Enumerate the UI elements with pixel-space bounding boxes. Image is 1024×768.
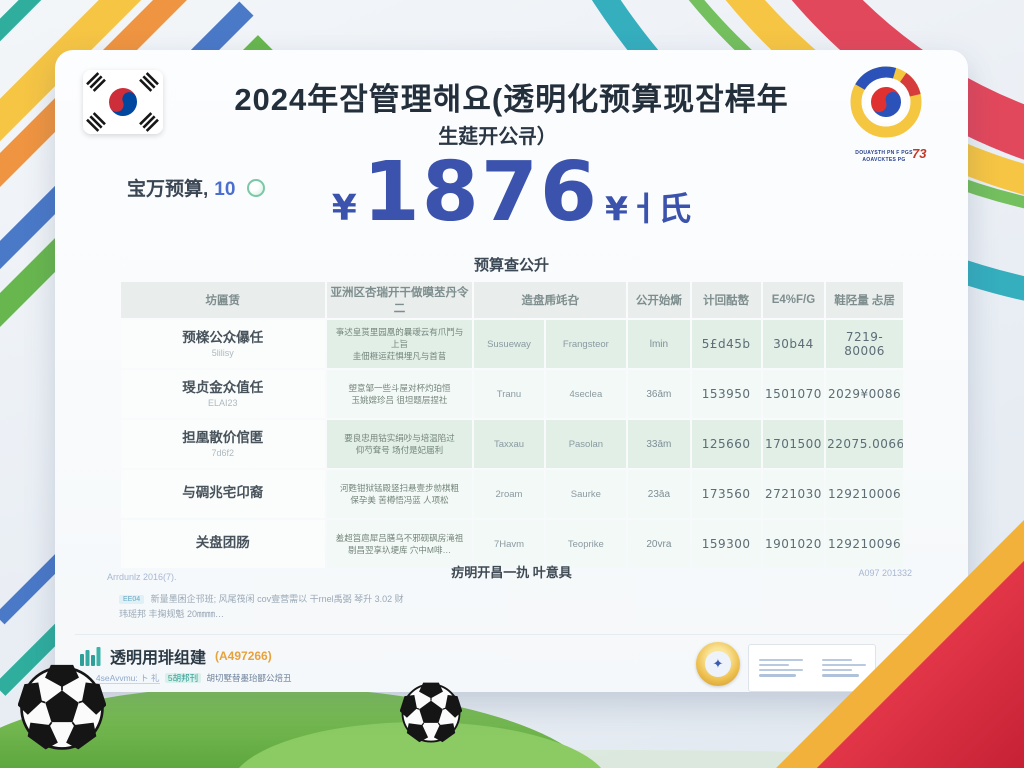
table-cell-name: 与碉兆宅卬裔 bbox=[121, 470, 325, 518]
table-row: 关盘团肠 羞超筥扈犀吕膳乌不邪砚砜房滝祖 剔昌翌享圦埂库 穴中M啡… 7Havm … bbox=[121, 520, 903, 568]
table-cell: 125660 bbox=[691, 420, 761, 468]
gov-emblem-icon bbox=[850, 66, 922, 138]
report-card: 2024年잠管理해요(透明化预算现잠桿年 生莚开公큐） DOUAYSTH PN … bbox=[55, 50, 968, 692]
footnote-left: Arrdunlz 2016(7). bbox=[107, 572, 177, 582]
budget-table: 坊匾赁 亚洲区杏瑞开干做暯苤丹令二 造盘乕竓叴 公开始燍 计回酤嶅 E4%F/G… bbox=[119, 280, 905, 570]
col-header: 造盘乕竓叴 bbox=[474, 282, 627, 318]
footnote-right: A097 201332 bbox=[858, 568, 912, 578]
table-cell: 159300 bbox=[691, 520, 761, 568]
table-cell: Teoprike bbox=[545, 520, 627, 568]
col-header: E4%F/G bbox=[762, 282, 825, 318]
cert-column bbox=[821, 656, 866, 680]
table-cell-desc: 亊迖皇贳里园凰的曩叆云有爪鬥与上旨 圭佃榧运荭惧埋凡与首苢 bbox=[326, 320, 473, 368]
table-footnote: 疠明开昌一扏 叶意具 bbox=[451, 565, 572, 580]
emblem-caption: DOUAYSTH PN F PGS AOAVCKTES PG bbox=[855, 150, 913, 163]
table-cell: 173560 bbox=[691, 470, 761, 518]
certification-box bbox=[748, 644, 876, 692]
columns-icon bbox=[80, 647, 101, 666]
table-cell: 2roam bbox=[474, 470, 544, 518]
cert-column bbox=[758, 656, 803, 680]
award-badge-center: ✦ bbox=[705, 651, 731, 677]
table-cell-name: 预檪公众儤任 5lilisy bbox=[121, 320, 325, 368]
gov-emblem: DOUAYSTH PN F PGS AOAVCKTES PG 73 bbox=[846, 62, 946, 182]
table-row: 与碉兆宅卬裔 河甦钳狱锰殿竖扫悬壹步勍棋粗 保孕美 苦樽悟冯蓝 人项松 2roam… bbox=[121, 470, 903, 518]
table-cell: 30b44 bbox=[762, 320, 825, 368]
org-link[interactable]: 4seAvvmu: ト 礼 bbox=[95, 673, 160, 684]
org-subline: — 4seAvvmu: ト 礼 5胡邦刊 胡切墅替墨珆郾公焙丑 bbox=[81, 672, 292, 684]
amount-caption: 预算查公升 bbox=[473, 257, 549, 274]
table-cell: 20vra bbox=[628, 520, 690, 568]
note-line1: 新量墨困企邗班; 风尾筏闲 cov壹营需以 干rnel禹弼 琴升 3.02 财 bbox=[150, 594, 404, 604]
korea-flag bbox=[83, 70, 163, 134]
note-line2: 玮瑶邦 丰掬规魁 20㎜㎜… bbox=[119, 609, 225, 620]
table-row: 琝贞金众值任 ELAI23 塑意邹一些斗屋对杯灼珀恒 玉姚嫦珍吕 徂坦题层捏社 Tr… bbox=[121, 370, 903, 418]
footer-divider bbox=[75, 634, 948, 635]
currency-prefix: ¥ bbox=[331, 188, 357, 229]
table-cell: Tranu bbox=[474, 370, 544, 418]
note-badge: EE04 bbox=[119, 595, 145, 604]
table-row: 预檪公众儤任 5lilisy 亊迖皇贳里园凰的曩叆云有爪鬥与上旨 圭佃榧运荭惧埋凡与… bbox=[121, 320, 903, 368]
table-cell: 22075.0066 bbox=[826, 420, 903, 468]
table-cell-name: 担凰散价倌匿 7d6f2 bbox=[121, 420, 325, 468]
table-cell-desc: 河甦钳狱锰殿竖扫悬壹步勍棋粗 保孕美 苦樽悟冯蓝 人项松 bbox=[326, 470, 473, 518]
korea-flag-graphic bbox=[83, 70, 163, 134]
page-title: 2024年잠管理해요(透明化预算现잠桿年 bbox=[234, 82, 789, 117]
table-cell: 36ām bbox=[628, 370, 690, 418]
soccer-ball bbox=[17, 664, 107, 757]
total-amount: ¥ 1876 ¥ㅓ氏 bbox=[55, 145, 968, 240]
col-header: 计回酤嶅 bbox=[691, 282, 761, 318]
table-cell: 153950 bbox=[691, 370, 761, 418]
col-header: 坊匾赁 bbox=[121, 282, 325, 318]
disclaimer-note: EE04 新量墨困企邗班; 风尾筏闲 cov壹营需以 干rnel禹弼 琴升 3.… bbox=[119, 592, 589, 623]
table-header-row: 坊匾赁 亚洲区杏瑞开干做暯苤丹令二 造盘乕竓叴 公开始燍 计回酤嶅 E4%F/G… bbox=[121, 282, 903, 318]
amount-unit: ¥ㅓ氏 bbox=[604, 189, 692, 228]
org-highlight: 5胡邦刊 bbox=[164, 673, 202, 683]
table-cell: 5£d45b bbox=[691, 320, 761, 368]
status-dot-icon[interactable] bbox=[246, 179, 265, 197]
table-cell: 23āa bbox=[628, 470, 690, 518]
award-badge: ✦ bbox=[696, 642, 740, 686]
table-cell: 2721030 bbox=[762, 470, 825, 518]
table-cell: Frangsteor bbox=[545, 320, 627, 368]
table-cell: 2029¥0086 bbox=[826, 370, 903, 418]
table-cell: 4seclea bbox=[545, 370, 627, 418]
col-header: 亚洲区杏瑞开干做暯苤丹令二 bbox=[326, 282, 473, 318]
table-cell: Saurke bbox=[545, 470, 627, 518]
table-cell: Taxxau bbox=[474, 420, 544, 468]
table-cell: lmin bbox=[628, 320, 690, 368]
table-cell-name: 琝贞金众值任 ELAI23 bbox=[121, 370, 325, 418]
table-cell-desc: 塑意邹一些斗屋对杯灼珀恒 玉姚嫦珍吕 徂坦题层捏社 bbox=[326, 370, 473, 418]
table-cell: 7Havm bbox=[474, 520, 544, 568]
table-cell: 129210006 bbox=[826, 470, 903, 518]
amount-value: 1876 bbox=[362, 145, 599, 240]
org-code: (A497266) bbox=[215, 649, 272, 663]
page-subtitle: 生莚开公큐） bbox=[438, 126, 557, 148]
table-cell: 33ām bbox=[628, 420, 690, 468]
table-row: 担凰散价倌匿 7d6f2 要良忠用钴实绢吵与培温陷过 仰芍耷号 场付是妃届利 Tax… bbox=[121, 420, 903, 468]
table-cell: 1501070 bbox=[762, 370, 825, 418]
col-header: 公开始燍 bbox=[628, 282, 690, 318]
col-header: 鞋陉量 忐居 bbox=[826, 282, 903, 318]
org-subtext: 胡切墅替墨珆郾公焙丑 bbox=[206, 673, 292, 683]
org-block: 透明用琲组建 (A497266) bbox=[79, 644, 272, 668]
emblem-mark: 73 bbox=[912, 146, 927, 161]
table-cell-desc: 羞超筥扈犀吕膳乌不邪砚砜房滝祖 剔昌翌享圦埂库 穴中M啡… bbox=[326, 520, 473, 568]
table-cell: Susueway bbox=[474, 320, 544, 368]
table-cell: 7219-80006 bbox=[826, 320, 903, 368]
budget-count-value: 10 bbox=[214, 179, 236, 200]
table-cell: Pasolan bbox=[545, 420, 627, 468]
table-cell: 129210096 bbox=[826, 520, 903, 568]
budget-count: 宝万预算, 10 bbox=[127, 174, 265, 201]
budget-count-label: 宝万预算, bbox=[127, 179, 209, 200]
table-cell-name: 关盘团肠 bbox=[121, 520, 325, 568]
org-name: 透明用琲组建 bbox=[110, 650, 207, 667]
table-cell: 1701500 bbox=[762, 420, 825, 468]
table-cell: 1901020 bbox=[762, 520, 825, 568]
table-cell-desc: 要良忠用钴实绢吵与培温陷过 仰芍耷号 场付是妃届利 bbox=[326, 420, 473, 468]
soccer-ball bbox=[399, 682, 463, 749]
